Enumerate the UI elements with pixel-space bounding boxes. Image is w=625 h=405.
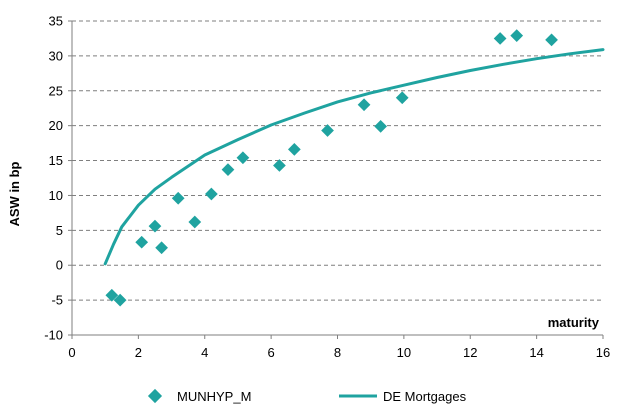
data-point-munhyp <box>205 187 218 201</box>
data-point-munhyp <box>148 219 162 233</box>
legend-label-munhyp: MUNHYP_M <box>177 389 251 404</box>
y-tick-label: 5 <box>56 223 63 238</box>
x-tick-label: 8 <box>334 345 341 360</box>
data-point-munhyp <box>374 120 388 133</box>
data-point-munhyp <box>236 151 250 165</box>
y-tick-label: 35 <box>49 14 63 29</box>
y-tick-label: 30 <box>49 48 63 63</box>
x-tick-label: 16 <box>596 345 610 360</box>
x-tick-label: 14 <box>529 345 543 360</box>
data-point-munhyp <box>395 91 409 105</box>
data-point-munhyp <box>113 293 127 307</box>
data-point-munhyp <box>321 124 334 137</box>
data-point-munhyp <box>357 98 371 112</box>
x-tick-label: 10 <box>397 345 411 360</box>
legend-label-de-mortgages: DE Mortgages <box>383 389 467 404</box>
data-point-munhyp <box>105 288 119 302</box>
x-tick-label: 12 <box>463 345 477 360</box>
x-axis-title: maturity <box>548 315 600 330</box>
data-point-munhyp <box>135 235 149 249</box>
y-tick-label: 0 <box>56 258 63 273</box>
x-tick-label: 6 <box>268 345 275 360</box>
y-tick-label: -10 <box>44 328 63 343</box>
grid-layer <box>72 20 603 301</box>
series-line-de-mortgages <box>103 48 605 266</box>
data-point-munhyp <box>287 143 301 156</box>
series-layer <box>103 29 605 307</box>
y-tick-label: -5 <box>51 293 63 308</box>
y-tick-label: 15 <box>49 153 63 168</box>
data-point-munhyp <box>221 163 235 176</box>
axis-layer: -10 -5 0 5 10 15 20 25 30 35 0 2 4 6 8 10 12 14 16 <box>44 14 610 361</box>
legend: MUNHYP_M DE Mortgages <box>147 388 467 404</box>
data-point-munhyp <box>545 33 558 47</box>
y-tick-label: 10 <box>49 188 63 203</box>
legend-marker-munhyp <box>147 388 163 404</box>
y-axis-title: ASW in bp <box>7 161 22 226</box>
x-tick-label: 4 <box>201 345 208 360</box>
x-tick-label: 0 <box>68 345 75 360</box>
y-tick-label: 20 <box>49 118 63 133</box>
data-point-munhyp <box>171 191 185 205</box>
data-point-munhyp <box>510 29 524 43</box>
data-point-munhyp <box>493 32 507 45</box>
data-point-munhyp <box>273 159 286 172</box>
x-tick-label: 2 <box>135 345 142 360</box>
y-tick-label: 25 <box>49 83 63 98</box>
data-point-munhyp <box>188 215 202 229</box>
data-point-munhyp <box>155 241 168 255</box>
